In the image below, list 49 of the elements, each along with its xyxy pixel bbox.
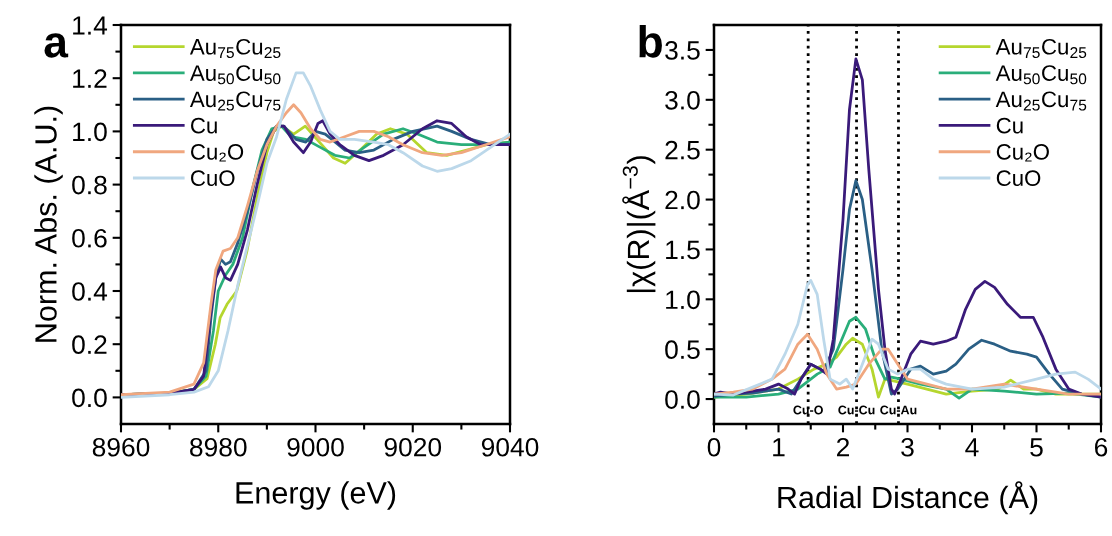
ref-line-label: Cu-Cu: [838, 405, 875, 415]
y-tick-label: 0.8: [72, 175, 107, 195]
legend-label: Au$_{50}$Cu$_{50}$: [995, 65, 1087, 85]
legend-label: Cu: [996, 117, 1023, 134]
x-tick-label: 0: [707, 437, 721, 457]
y-tick-label: 3.0: [665, 90, 700, 110]
y-tick-label: 0.5: [665, 340, 700, 360]
x-axis-title: Energy (eV): [236, 481, 396, 510]
y-tick-label: 2.0: [665, 190, 700, 210]
legend-label: Cu₂O: [191, 144, 244, 162]
y-tick-label: 0.0: [72, 388, 107, 408]
x-tick-label: 4: [965, 438, 979, 457]
ref-line-label: Cu-Au: [880, 405, 917, 415]
x-tick-label: 8960: [92, 437, 150, 457]
y-axis-title: |χ(R)|(Å$^{−3}$): [622, 156, 656, 293]
x-tick-label: 5: [1030, 438, 1043, 457]
x-tick-label: 1: [773, 438, 785, 457]
y-tick-label: 3.5: [665, 41, 700, 60]
x-tick-label: 3: [901, 437, 914, 457]
y-tick-label: 1.2: [73, 69, 107, 88]
legend-label: Au$_{75}$Cu$_{25}$: [189, 38, 281, 59]
x-tick-label: 2: [836, 437, 850, 457]
y-tick-label: 0.0: [665, 390, 700, 409]
y-tick-label: 2.5: [665, 140, 700, 160]
x-tick-label: 9000: [287, 437, 344, 457]
y-tick-label: 1.0: [666, 290, 700, 310]
x-axis-title: Radial Distance (Å): [778, 481, 1038, 515]
x-tick-label: 9020: [384, 437, 442, 457]
y-tick-label: 1.4: [73, 16, 108, 35]
legend-label: Au$_{25}$Cu$_{75}$: [189, 91, 281, 111]
x-tick-label: 8980: [190, 437, 247, 457]
legend-label: CuO: [996, 170, 1041, 187]
y-tick-label: 0.6: [72, 228, 107, 248]
x-tick-label: 6: [1095, 437, 1108, 457]
x-tick-label: 9040: [481, 437, 539, 457]
legend-label: Au$_{75}$Cu$_{25}$: [995, 38, 1087, 59]
ref-line-label: Cu-O: [793, 405, 823, 415]
legend-label: Cu₂O: [996, 144, 1049, 162]
legend-label: CuO: [191, 170, 235, 187]
y-tick-label: 1.5: [666, 240, 700, 260]
y-axis-title: Norm. Abs. (A.U.): [34, 106, 63, 342]
text: b: [639, 25, 662, 58]
legend-label: Cu: [191, 117, 217, 134]
legend-label: Au$_{50}$Cu$_{50}$: [189, 65, 281, 85]
y-tick-label: 0.4: [72, 282, 108, 301]
legend-label: Au$_{25}$Cu$_{75}$: [995, 91, 1087, 111]
text: a: [44, 33, 69, 58]
y-tick-label: 1.0: [73, 122, 107, 142]
y-tick-label: 0.2: [72, 335, 107, 355]
